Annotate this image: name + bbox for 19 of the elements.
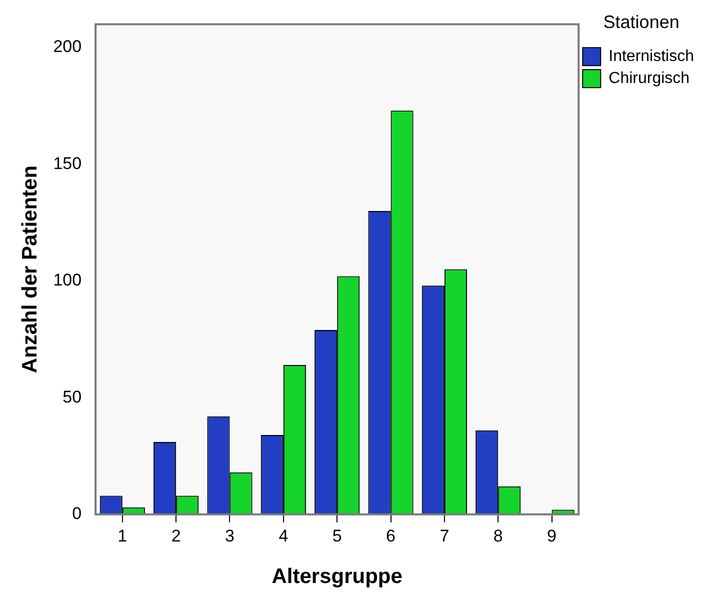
x-tick-label: 7 [440, 526, 450, 546]
y-tick-label: 100 [53, 270, 82, 290]
x-tick-label: 8 [493, 526, 503, 546]
x-tick-label: 9 [547, 526, 557, 546]
x-tick-label: 3 [225, 526, 234, 546]
y-tick-label: 200 [53, 37, 82, 56]
y-tick-label: 0 [72, 504, 82, 524]
x-tick-label: 4 [278, 526, 288, 546]
legend-label: Chirurgisch [608, 70, 690, 88]
legend-label: Internistisch [608, 48, 694, 66]
x-tick-label: 2 [171, 526, 181, 546]
y-axis-title: Anzahl der Patienten [18, 165, 42, 374]
x-tick-label: 1 [118, 526, 128, 546]
y-tick-label: 150 [53, 154, 82, 173]
legend-title: Stationen [603, 12, 680, 32]
x-tick-label: 5 [332, 526, 342, 546]
y-tick-label: 50 [62, 387, 82, 406]
x-tick-label: 6 [386, 526, 396, 546]
x-axis-title: Altersgruppe [272, 565, 402, 588]
